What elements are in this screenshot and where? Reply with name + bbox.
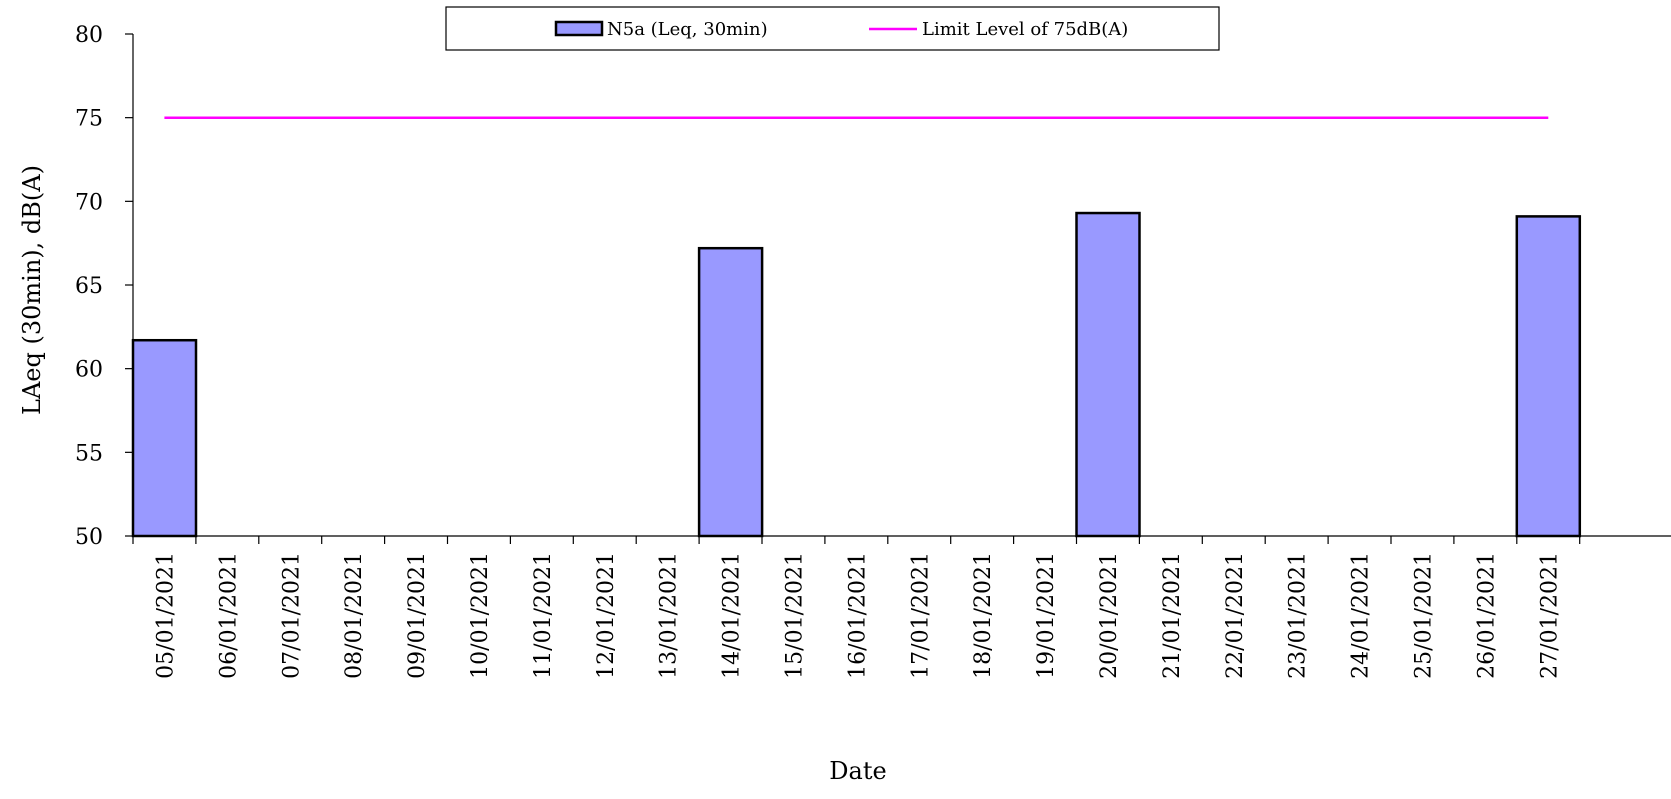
legend-line-label: Limit Level of 75dB(A)	[922, 19, 1128, 40]
legend-bar-swatch	[554, 20, 604, 37]
x-tick-label-21-01-2021: 21/01/2021	[1160, 552, 1185, 679]
x-tick-label-09-01-2021: 09/01/2021	[405, 552, 430, 679]
y-tick-label-80: 80	[75, 23, 103, 48]
x-tick-label-12-01-2021: 12/01/2021	[594, 552, 619, 679]
x-tick-label-24-01-2021: 24/01/2021	[1349, 552, 1374, 679]
x-tick-label-20-01-2021: 20/01/2021	[1097, 552, 1122, 679]
x-tick-label-25-01-2021: 25/01/2021	[1411, 552, 1436, 679]
x-tick-label-19-01-2021: 19/01/2021	[1034, 552, 1059, 679]
x-tick-label-18-01-2021: 18/01/2021	[971, 552, 996, 679]
bar-27-01-2021	[1515, 215, 1582, 538]
x-tick-label-10-01-2021: 10/01/2021	[468, 552, 493, 679]
y-tick-label-75: 75	[75, 107, 103, 132]
x-axis-title: Date	[829, 757, 886, 785]
x-tick-label-15-01-2021: 15/01/2021	[782, 552, 807, 679]
x-tick-label-22-01-2021: 22/01/2021	[1223, 552, 1248, 679]
legend-bar-label: N5a (Leq, 30min)	[607, 19, 768, 40]
y-tick-label-55: 55	[75, 441, 103, 466]
x-tick-label-16-01-2021: 16/01/2021	[845, 552, 870, 679]
x-tick-label-27-01-2021: 27/01/2021	[1537, 552, 1562, 679]
bars-layer	[131, 211, 1582, 538]
x-tick-label-13-01-2021: 13/01/2021	[657, 552, 682, 679]
x-tick-label-07-01-2021: 07/01/2021	[279, 552, 304, 679]
x-tick-label-11-01-2021: 11/01/2021	[531, 552, 556, 679]
y-tick-label-60: 60	[75, 358, 103, 383]
legend: N5a (Leq, 30min) Limit Level of 75dB(A)	[445, 6, 1220, 51]
tick-labels-layer: 50 55 60 65 70 75 80 05/01/2021 06/01/2021 07/01/…	[75, 23, 1562, 679]
bar-14-01-2021	[697, 246, 764, 538]
x-tick-label-08-01-2021: 08/01/2021	[342, 552, 367, 679]
bar-20-01-2021	[1075, 211, 1141, 538]
x-tick-label-06-01-2021: 06/01/2021	[216, 552, 241, 679]
y-axis-title: LAeq (30min), dB(A)	[18, 165, 46, 415]
bar-05-01-2021	[131, 338, 198, 538]
x-tick-label-14-01-2021: 14/01/2021	[720, 552, 745, 679]
x-tick-label-05-01-2021: 05/01/2021	[153, 552, 178, 679]
y-tick-label-50: 50	[75, 525, 103, 550]
y-tick-label-65: 65	[75, 274, 103, 299]
x-tick-label-26-01-2021: 26/01/2021	[1474, 552, 1499, 679]
y-tick-label-70: 70	[75, 190, 103, 215]
x-tick-label-17-01-2021: 17/01/2021	[908, 552, 933, 679]
axes-layer	[125, 33, 1671, 544]
x-tick-label-23-01-2021: 23/01/2021	[1286, 552, 1311, 679]
